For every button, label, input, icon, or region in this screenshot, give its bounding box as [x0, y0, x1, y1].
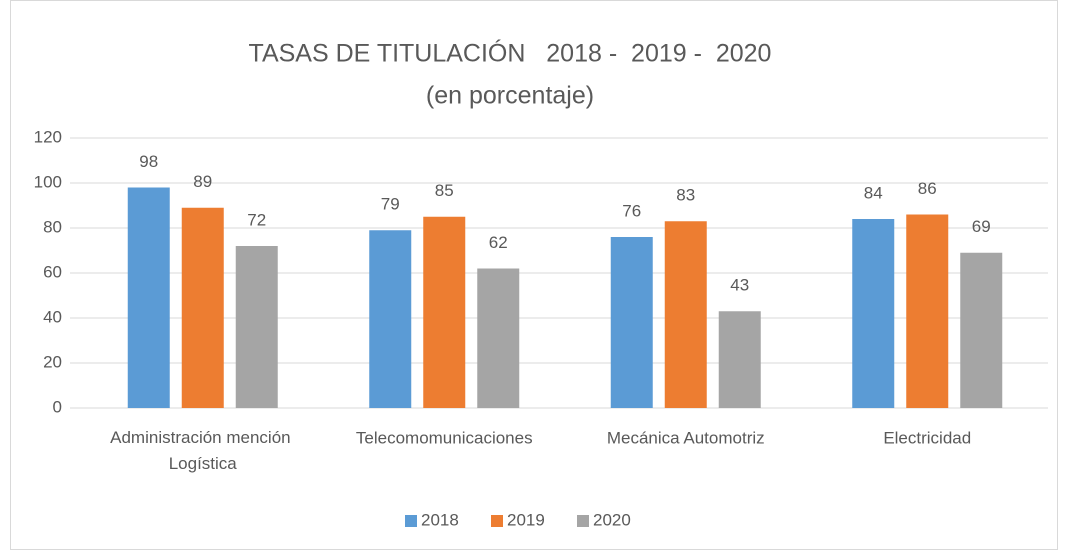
- x-tick-label: Electricidad: [883, 428, 971, 447]
- y-tick-label: 20: [43, 352, 62, 371]
- data-label: 43: [730, 276, 749, 295]
- x-tick-label: Mecánica Automotriz: [607, 428, 765, 447]
- legend-swatch: [577, 515, 589, 527]
- bar: [181, 207, 224, 408]
- legend-label: 2019: [507, 510, 545, 529]
- bar: [852, 219, 895, 408]
- legend-label: 2018: [421, 510, 459, 529]
- legend-swatch: [405, 515, 417, 527]
- data-label: 86: [918, 179, 937, 198]
- data-label: 85: [435, 181, 454, 200]
- bar: [610, 237, 653, 408]
- y-tick-label: 80: [43, 217, 62, 236]
- y-tick-label: 0: [53, 397, 62, 416]
- y-tick-label: 100: [34, 172, 62, 191]
- bar: [960, 252, 1003, 408]
- x-tick-label: Administración mención Logística: [110, 428, 295, 473]
- bar: [664, 221, 707, 408]
- data-label: 62: [489, 233, 508, 252]
- data-label: 89: [193, 172, 212, 191]
- bar: [477, 268, 520, 408]
- bar: [127, 187, 170, 408]
- data-label: 72: [247, 210, 266, 229]
- data-label: 98: [139, 152, 158, 171]
- bar: [423, 216, 466, 408]
- bar: [235, 246, 278, 408]
- bar: [718, 311, 761, 408]
- data-label: 84: [864, 183, 883, 202]
- y-tick-label: 60: [43, 262, 62, 281]
- data-label: 79: [381, 195, 400, 214]
- y-tick-label: 40: [43, 307, 62, 326]
- y-tick-label: 120: [34, 127, 62, 146]
- chart-subtitle: (en porcentaje): [426, 82, 594, 110]
- data-label: 76: [622, 201, 641, 220]
- legend-swatch: [491, 515, 503, 527]
- bar: [906, 214, 949, 408]
- bar: [369, 230, 412, 408]
- chart-title: TASAS DE TITULACIÓN 2018 - 2019 - 2020: [249, 39, 772, 68]
- x-tick-label: Telecomomunicaciones: [356, 428, 533, 447]
- data-label: 83: [676, 186, 695, 205]
- data-label: 69: [972, 217, 991, 236]
- legend-label: 2020: [593, 510, 631, 529]
